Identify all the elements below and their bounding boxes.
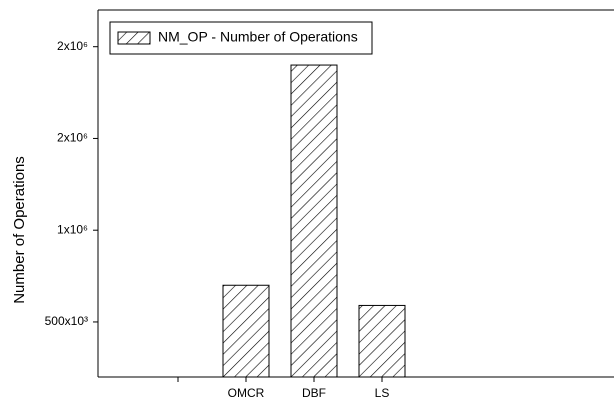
bar	[290, 64, 338, 378]
legend-box	[109, 21, 373, 55]
y-tick-label: 2x10⁶	[57, 131, 88, 145]
legend-swatch	[117, 31, 151, 45]
y-axis-label: Number of Operations	[11, 156, 28, 304]
y-tick-label: 2x10⁶	[57, 39, 88, 53]
bar	[222, 284, 270, 378]
y-tick-label: 1x10⁶	[57, 222, 88, 236]
x-tick-label: LS	[375, 386, 390, 400]
legend-label: NM_OP - Number of Operations	[158, 29, 358, 45]
bar	[358, 304, 406, 378]
x-tick-label: DBF	[302, 386, 326, 400]
x-tick-label: OMCR	[228, 386, 265, 400]
y-tick-label: 500x10³	[45, 314, 88, 328]
